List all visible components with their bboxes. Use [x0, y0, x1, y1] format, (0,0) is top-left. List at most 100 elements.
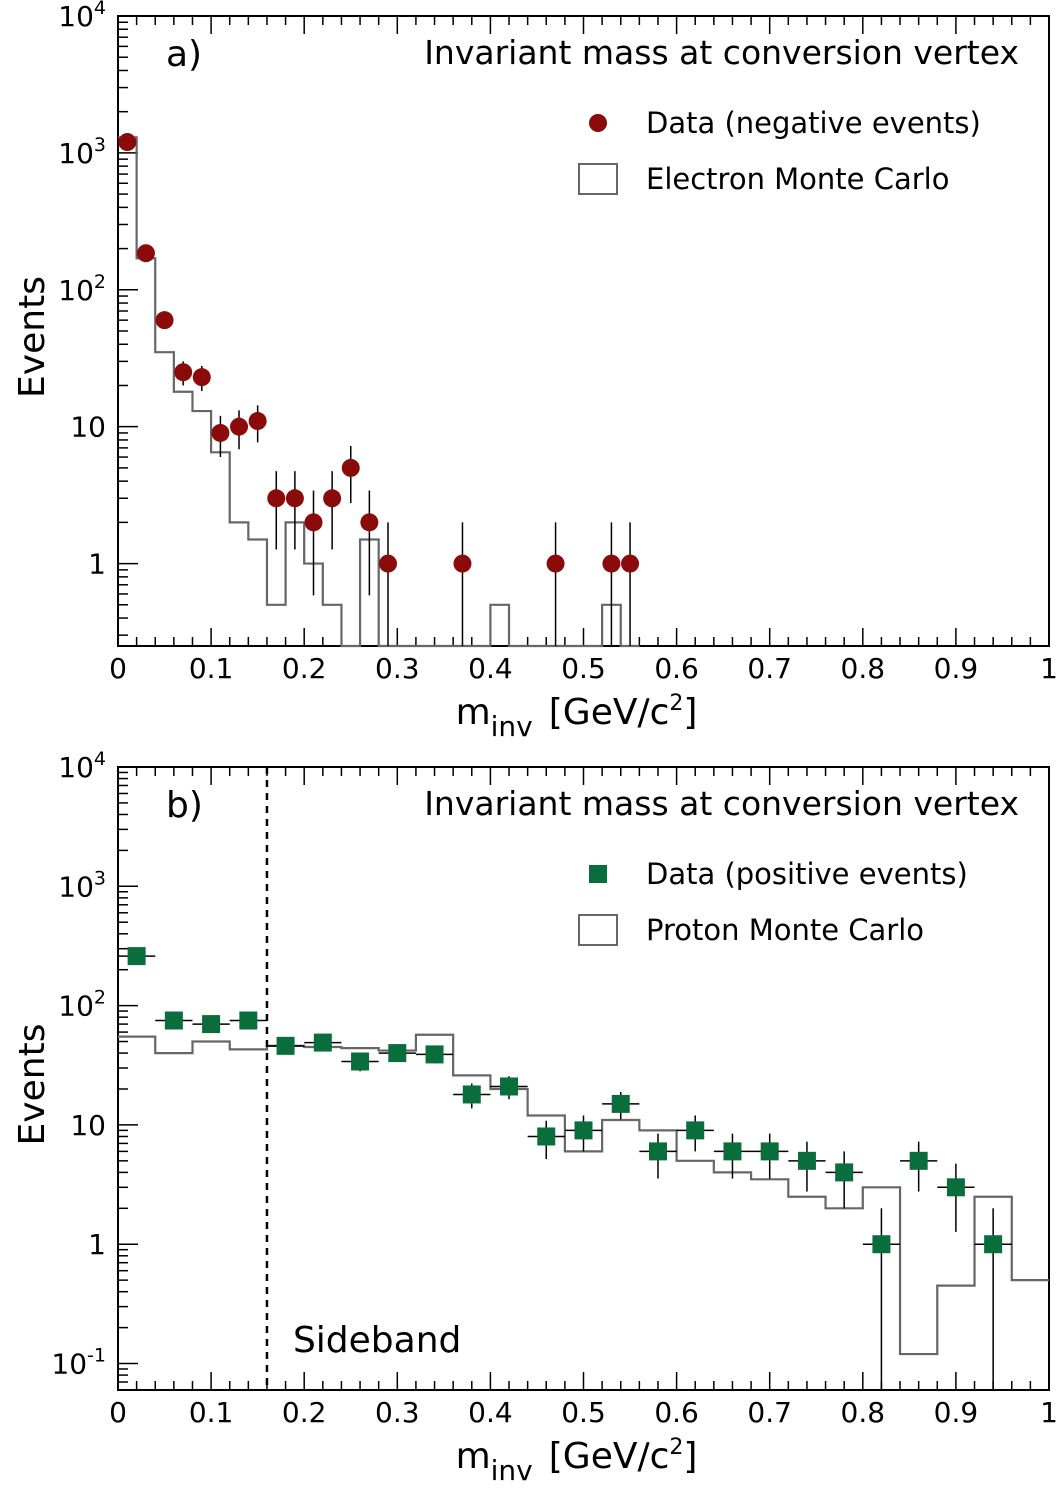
y-tick-base: 10 — [70, 411, 106, 444]
data-point — [313, 1033, 332, 1052]
x-tick-label: 0.1 — [189, 1396, 234, 1429]
data-point — [946, 1178, 965, 1197]
x-tick-label: 0.9 — [934, 1396, 979, 1429]
y-tick-base: 1 — [88, 1228, 106, 1261]
y-tick-base: 10 — [70, 1109, 106, 1142]
data-point — [621, 554, 640, 573]
data-point — [425, 1045, 444, 1064]
y-tick-label: 104 — [58, 748, 106, 784]
mc-histogram-line — [118, 1033, 1049, 1356]
data-point — [323, 489, 342, 508]
y-tick-base: 10 — [58, 990, 94, 1023]
data-point — [648, 1142, 667, 1161]
legend-label: Proton Monte Carlo — [646, 913, 924, 947]
y-tick-label: 102 — [58, 271, 106, 307]
panel-label: a) — [166, 34, 202, 75]
y-tick-label: 1 — [88, 1228, 106, 1261]
legend-label: Data (negative events) — [646, 106, 981, 140]
legend-data-marker — [589, 865, 607, 883]
y-tick-base: 10 — [58, 137, 94, 170]
data-point — [537, 1127, 556, 1146]
data-point — [351, 1052, 370, 1071]
legend-mc-marker — [578, 914, 618, 946]
x-axis-title-main: m — [456, 1436, 491, 1477]
x-tick-label: 1 — [1040, 1396, 1058, 1429]
y-tick-exponent: 4 — [94, 748, 106, 770]
x-axis-title-unit: [GeV/c — [549, 692, 670, 733]
x-axis-title-end: ] — [683, 1436, 697, 1477]
data-point — [202, 1015, 221, 1034]
x-tick-label: 0.7 — [747, 1396, 792, 1429]
x-tick-label: 0.5 — [561, 1396, 606, 1429]
y-tick-label: 102 — [58, 987, 106, 1023]
y-tick-base: 1 — [88, 548, 106, 581]
y-tick-base: 10 — [58, 0, 94, 33]
data-point — [136, 244, 155, 263]
data-point — [211, 423, 230, 442]
data-point — [500, 1077, 519, 1096]
data-point — [248, 412, 267, 431]
x-axis-title-sub: inv — [491, 1454, 533, 1487]
x-tick-label: 0.1 — [189, 652, 234, 685]
data-point — [546, 554, 565, 573]
chart-panel-a: 0 0.1 0.2 0.3 0.4 0.5 0.6 0.7 0.8 0.9 111010210310… — [12, 0, 1058, 743]
data-point — [155, 311, 174, 330]
data-point — [388, 1044, 407, 1063]
x-tick-label: 0.6 — [654, 652, 699, 685]
x-tick-label: 0.8 — [841, 1396, 886, 1429]
x-axis-title: minv [GeV/c2] — [456, 1435, 698, 1487]
y-tick-exponent: 3 — [94, 134, 106, 156]
data-point — [723, 1142, 742, 1161]
data-point — [276, 1036, 295, 1055]
x-axis-title-unit: [GeV/c — [549, 1436, 670, 1477]
x-tick-label: 0.3 — [375, 1396, 420, 1429]
x-tick-label: 0.8 — [841, 652, 886, 685]
data-point — [984, 1235, 1003, 1254]
legend-mc-marker — [578, 163, 618, 195]
x-tick-label: 0 — [109, 1396, 127, 1429]
y-tick-exponent: 4 — [94, 0, 106, 19]
legend-data-marker — [589, 114, 607, 132]
data-point — [304, 513, 323, 532]
data-point — [239, 1011, 258, 1030]
y-tick-base: 10 — [58, 870, 94, 903]
data-point — [686, 1121, 705, 1140]
y-tick-base: 10 — [58, 751, 94, 784]
chart-panel-b: 0 0.1 0.2 0.3 0.4 0.5 0.6 0.7 0.8 0.9 110-11101021… — [12, 748, 1058, 1487]
data-point — [872, 1235, 891, 1254]
y-tick-base: 10 — [51, 1348, 87, 1381]
sideband-annotation: Sideband — [293, 1320, 461, 1361]
x-axis-title-main: m — [456, 692, 491, 733]
y-tick-base: 10 — [58, 274, 94, 307]
legend-label: Data (positive events) — [646, 857, 968, 891]
x-axis-title: minv [GeV/c2] — [456, 691, 698, 743]
chart-title: Invariant mass at conversion vertex — [424, 33, 1019, 72]
data-point — [341, 458, 360, 477]
y-axis-title: Events — [12, 276, 53, 398]
x-axis-title-sup: 2 — [669, 691, 683, 716]
x-tick-label: 0.3 — [375, 652, 420, 685]
mc-histogram-line — [118, 136, 640, 648]
y-tick-label: 104 — [58, 0, 106, 33]
y-tick-label: 1 — [88, 548, 106, 581]
data-point — [909, 1151, 928, 1170]
x-tick-label: 0.5 — [561, 652, 606, 685]
x-axis-title-sub: inv — [491, 710, 533, 743]
data-point — [760, 1142, 779, 1161]
data-point — [118, 133, 137, 152]
x-tick-label: 0 — [109, 652, 127, 685]
y-tick-exponent: 3 — [94, 867, 106, 889]
data-point — [267, 489, 286, 508]
y-tick-exponent: 2 — [94, 987, 106, 1009]
data-point — [611, 1094, 630, 1113]
data-point — [453, 554, 472, 573]
x-tick-label: 0.2 — [282, 1396, 327, 1429]
y-tick-label: 10 — [70, 1109, 106, 1142]
data-point — [192, 368, 211, 387]
data-point — [127, 947, 146, 966]
data-point — [164, 1011, 183, 1030]
data-point — [285, 489, 304, 508]
x-tick-label: 0.9 — [934, 652, 979, 685]
legend-label: Electron Monte Carlo — [646, 162, 949, 196]
x-tick-label: 0.2 — [282, 652, 327, 685]
